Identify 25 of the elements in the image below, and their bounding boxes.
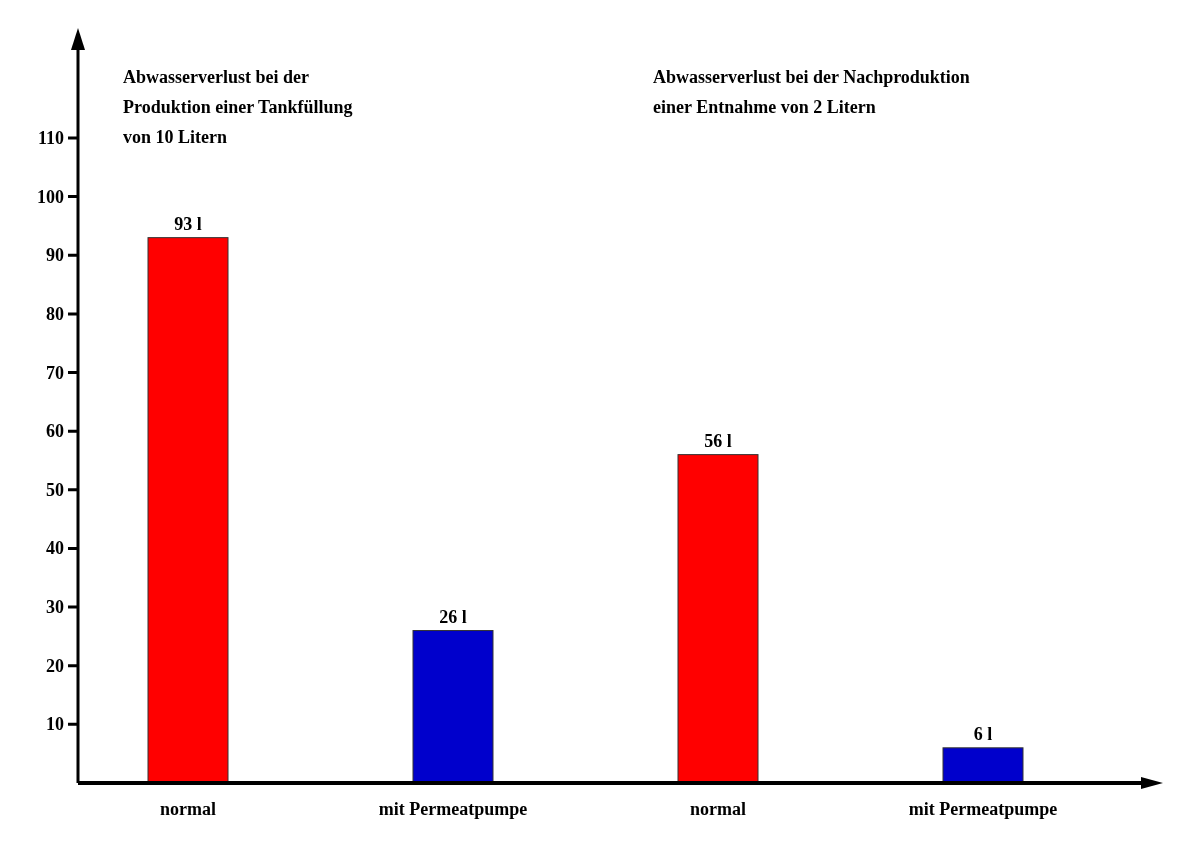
y-tick-label: 30 (46, 597, 64, 618)
y-tick-label: 100 (37, 186, 64, 207)
y-tick-label: 40 (46, 538, 64, 559)
data-label: 26 l (439, 606, 467, 627)
data-label: 6 l (973, 723, 993, 744)
data-label: 56 l (704, 430, 732, 451)
annotation: Abwasserverlust bei der Nachproduktion einer Entnahme von 2 Litern (653, 67, 970, 117)
y-tick-label: 20 (46, 655, 64, 676)
bar (412, 630, 494, 784)
bar (942, 747, 1024, 784)
annotation: Abwasserverlust bei der Produktion einer Tankfüllung von 10 Litern (123, 67, 353, 147)
y-tick-label: 50 (46, 479, 64, 500)
x-tick-label: normal (690, 799, 746, 819)
bar (677, 454, 759, 784)
y-tick-label: 70 (46, 362, 64, 383)
data-label: 93 l (174, 213, 202, 234)
bar (147, 237, 229, 784)
y-tick-label: 60 (46, 421, 64, 442)
y-tick-label: 110 (37, 127, 64, 148)
x-tick-label: mit Permeatpumpe (378, 799, 528, 819)
x-tick-label: mit Permeatpumpe (908, 799, 1058, 819)
y-tick-label: 90 (46, 245, 64, 266)
x-tick-label: normal (160, 799, 216, 819)
y-tick-label: 10 (46, 714, 64, 735)
y-tick-label: 80 (46, 303, 64, 324)
